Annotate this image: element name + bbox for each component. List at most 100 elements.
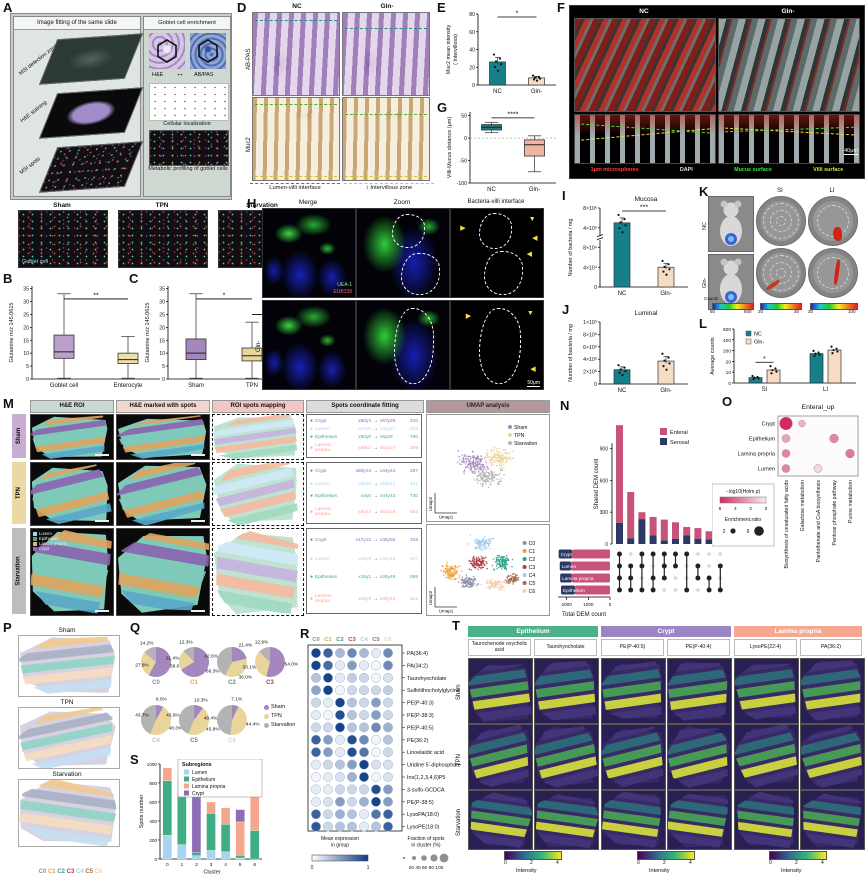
pie-name: C4 (152, 738, 160, 744)
circle-el (493, 579, 496, 581)
svg-el (213, 529, 303, 615)
span-el: Lamina propria (315, 507, 331, 518)
f-3d-gln (718, 18, 860, 112)
span-el: TPN (16, 487, 22, 499)
pie-C3 (255, 647, 285, 677)
text-el: 20 (23, 325, 29, 331)
text-el: Umap2 (428, 496, 433, 511)
span-el (33, 531, 37, 536)
villus-outline (478, 308, 522, 384)
rect-el (801, 666, 864, 688)
text-el: Crypt (762, 422, 776, 428)
circle-el (500, 477, 503, 480)
circle-el (491, 537, 494, 540)
rect-el (191, 852, 202, 856)
hexagon-icon (157, 39, 177, 63)
rect-el (616, 425, 623, 523)
pie-C5 (179, 705, 209, 735)
h-col-zoom: Zoom (393, 199, 411, 206)
circle-el (475, 468, 478, 471)
circle-el (473, 479, 476, 481)
text-el: PE(P-40:3) (407, 701, 434, 707)
circle-el (474, 461, 476, 464)
rect-el (660, 519, 668, 541)
rect-el (668, 666, 731, 688)
k-mouse-gln (708, 254, 754, 310)
circle-el (510, 574, 512, 577)
span-el: Epithelium (315, 435, 338, 441)
circle-el (450, 568, 453, 570)
span-el: Lumen (315, 481, 330, 487)
coord-row-Crypt: ● Crypt x60y4 → x57y29 210 (310, 418, 418, 424)
circle-el (471, 565, 474, 567)
rect-el (535, 728, 598, 759)
circle-el (445, 576, 447, 579)
circle-el (730, 528, 736, 534)
circle-el (484, 474, 486, 476)
span-el: → (373, 435, 378, 441)
p-legend-C4: C4 (76, 869, 86, 875)
q-legend-TPN: TPN (264, 713, 282, 719)
text-el: 6×10⁸ (583, 345, 597, 351)
circle-el (455, 571, 457, 573)
rect-el (657, 360, 675, 385)
circle-el (836, 350, 839, 353)
t-intensity-label: Intensity (649, 868, 670, 874)
rect-el (31, 537, 113, 570)
circle-el (522, 549, 527, 553)
m-legend-Crypt: Crypt (33, 546, 67, 551)
circle-el (485, 586, 487, 589)
circle-el (335, 660, 345, 671)
circle-el (673, 576, 678, 580)
rect-el (602, 666, 665, 688)
circle-el (514, 573, 517, 576)
div-el (344, 175, 428, 177)
circle-el (496, 567, 498, 570)
m-header-coords: Spots coordinate fitting (306, 400, 424, 413)
circle-el (462, 458, 465, 461)
circle-el (468, 583, 470, 585)
circle-el (335, 821, 345, 832)
circle-el (490, 537, 493, 540)
circle-el (499, 563, 502, 566)
enrichment-dotplot: Enteral_up Crypt Epithelium Lamina propria L… (711, 400, 864, 626)
circle-el (503, 451, 505, 454)
text-el: 25 (23, 312, 29, 318)
circle-el (464, 454, 467, 456)
circle-el (473, 566, 475, 569)
circle-el (522, 565, 527, 569)
circle-el (728, 236, 734, 242)
circle-el (618, 227, 621, 230)
div-el (191, 454, 205, 456)
t-metab-5: LysoPE(22:4) (734, 639, 797, 656)
text-el: 0 (728, 381, 731, 387)
text-el: * (516, 11, 519, 18)
circle-el (371, 734, 381, 745)
circle-el (489, 580, 492, 582)
text-el: 400 (149, 819, 157, 824)
circle-el (452, 574, 455, 576)
span-el: Lamina propria (315, 443, 331, 454)
span-el: → (373, 556, 378, 562)
circle-el (383, 648, 393, 658)
text-el: Gln- (660, 388, 671, 394)
svg-el: Umap1 Umap2 Sham TPN Starvation (428, 425, 537, 520)
circle-el (482, 538, 484, 540)
t-map-r1c2 (601, 724, 666, 790)
p-title-tpn: TPN (60, 699, 74, 706)
circle-el (383, 722, 393, 733)
pie-pct: 58.0% (170, 664, 184, 670)
circle-el (472, 460, 475, 463)
bacteria-arrowhead-icon: ◀ (530, 366, 536, 374)
circle-el (383, 697, 393, 708)
m-subregion-legend: Lumen Epithelium Lamina propria Crypt (33, 531, 67, 551)
circle-el (492, 449, 495, 451)
circle-el (504, 559, 507, 562)
circle-el (478, 559, 480, 562)
text-el: 200 (149, 838, 157, 843)
p-title-sham: Sham (58, 627, 76, 634)
rect-el (672, 538, 679, 544)
t-map-r1c3 (667, 724, 732, 790)
h-interface-gln: ▶ ▼ ◀ 50μm (450, 300, 544, 390)
rect-el (535, 752, 598, 783)
